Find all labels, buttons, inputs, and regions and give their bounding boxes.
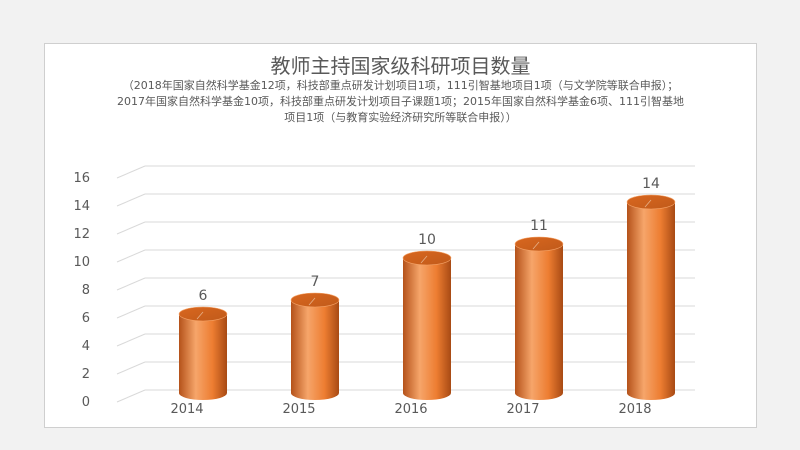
gridline-diag [116, 389, 146, 403]
chart-subtitle: （2018年国家自然科学基金12项，科技部重点研发计划项目1项，111引智基地项… [117, 79, 684, 124]
bar-top [290, 292, 340, 308]
gridline-diag [116, 221, 146, 235]
gridline-diag [116, 361, 146, 375]
y-tick-label: 0 [82, 395, 90, 410]
bar-body [627, 202, 675, 400]
data-label: 10 [418, 232, 436, 248]
bar-body [403, 258, 451, 400]
bar-2014 [178, 306, 228, 400]
bar-body [291, 300, 339, 400]
bar-2017 [514, 236, 564, 400]
y-tick-label: 14 [73, 199, 90, 214]
bar-2016 [402, 250, 452, 400]
y-tick-label: 16 [73, 171, 90, 186]
y-tick-label: 4 [82, 339, 90, 354]
y-tick-label: 6 [82, 311, 90, 326]
x-tick-label: 2017 [506, 402, 539, 417]
data-label-leader [644, 199, 652, 208]
data-label: 14 [642, 176, 660, 192]
data-label-leader [420, 255, 428, 264]
data-label: 7 [311, 274, 320, 290]
x-tick-label: 2016 [394, 402, 427, 417]
bar-2015 [290, 292, 340, 400]
x-tick-label: 2015 [282, 402, 315, 417]
gridline-diag [116, 305, 146, 319]
y-tick-label: 10 [73, 255, 90, 270]
bar-body [179, 314, 227, 400]
bar-top [178, 306, 228, 322]
bar-top [402, 250, 452, 266]
data-label-leader [196, 311, 204, 320]
data-label: 6 [199, 288, 208, 304]
bar-2018 [626, 194, 676, 400]
plot-area: 0 2 4 6 8 10 12 14 16 6 7 10 11 14 2014 2015 2016 2017 2… [73, 165, 695, 417]
x-tick-label: 2018 [618, 402, 651, 417]
gridline-diag [116, 333, 146, 347]
data-label-leader [308, 297, 316, 306]
chart-panel: 教师主持国家级科研项目数量 （2018年国家自然科学基金12项，科技部重点研发计… [44, 43, 757, 428]
gridline-diag [116, 249, 146, 263]
bar-top [626, 194, 676, 210]
y-tick-label: 12 [73, 227, 90, 242]
bar-top [514, 236, 564, 252]
x-tick-label: 2014 [170, 402, 203, 417]
y-tick-label: 8 [82, 283, 90, 298]
chart-title: 教师主持国家级科研项目数量 [270, 54, 531, 78]
data-label: 11 [530, 218, 548, 234]
data-label-leader [532, 241, 540, 250]
gridline-diag [116, 277, 146, 291]
gridline-diag [116, 193, 146, 207]
bar-body [515, 244, 563, 400]
y-tick-label: 2 [82, 367, 90, 382]
gridline-diag [116, 165, 146, 179]
